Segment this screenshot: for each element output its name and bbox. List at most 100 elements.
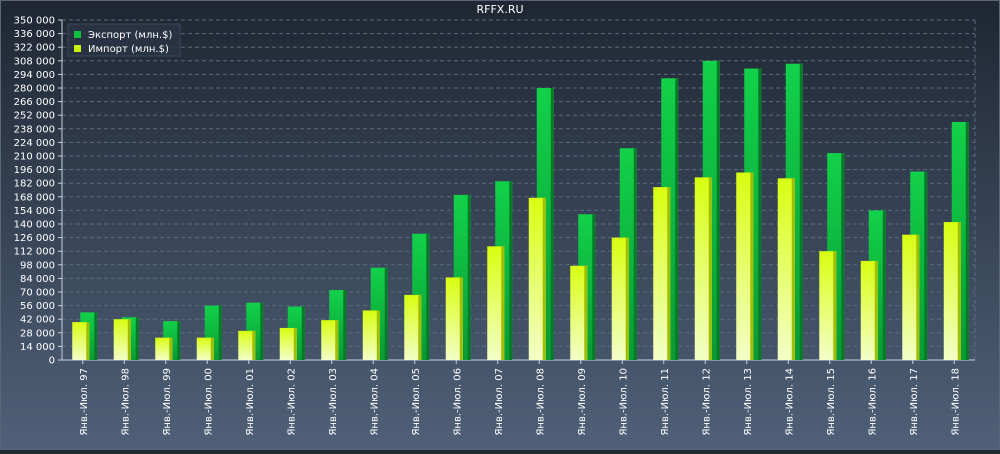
bar-export-shade <box>758 68 762 361</box>
bar-import <box>113 319 131 360</box>
legend-label: Импорт (млн.$) <box>88 44 169 55</box>
bar-import <box>736 172 754 360</box>
bar-export-shade <box>550 88 554 360</box>
bar-import-shade <box>874 260 878 360</box>
x-tick-label: Янв.-Июл. 03 <box>328 368 339 436</box>
bar-import <box>279 327 297 360</box>
bar-export-shade <box>260 302 264 360</box>
bar-import <box>238 330 256 360</box>
bar-import <box>528 197 546 360</box>
y-tick-label: 0 <box>49 356 55 367</box>
bar-import <box>362 310 380 360</box>
x-tick-label: Янв.-Июл. 18 <box>950 368 961 436</box>
bar-import-shade <box>833 251 837 360</box>
bar-import <box>404 294 422 360</box>
y-tick-label: 308 000 <box>14 56 55 67</box>
bar-import-shade <box>293 327 297 360</box>
x-tick-label: Янв.-Июл. 16 <box>867 368 878 436</box>
bar-import-shade <box>584 265 588 360</box>
y-tick-label: 280 000 <box>14 84 55 95</box>
bar-import-shade <box>750 172 754 360</box>
bar-export-shade <box>924 171 928 360</box>
bar-import-shade <box>625 237 629 360</box>
x-tick-label: Янв.-Июл. 10 <box>618 368 629 436</box>
x-tick-label: Янв.-Июл. 02 <box>286 368 297 436</box>
y-tick-label: 56 000 <box>20 301 55 312</box>
y-tick-label: 196 000 <box>14 165 55 176</box>
bar-import-shade <box>791 178 795 360</box>
x-tick-label: Янв.-Июл. 13 <box>743 368 754 436</box>
bar-import <box>570 265 588 360</box>
bar-import-shade <box>335 320 339 360</box>
legend-swatch <box>74 45 81 52</box>
x-tick-label: Янв.-Июл. 09 <box>577 368 588 436</box>
y-tick-label: 98 000 <box>20 260 55 271</box>
bar-export-shade <box>882 210 886 360</box>
bar-import-shade <box>501 246 505 360</box>
y-tick-label: 182 000 <box>14 179 55 190</box>
bar-import-shade <box>169 337 173 360</box>
bar-import-shade <box>916 234 920 360</box>
bar-import <box>445 277 463 360</box>
bar-import-shade <box>957 222 961 360</box>
x-tick-label: Янв.-Июл. 01 <box>245 368 256 436</box>
bar-import <box>902 234 920 360</box>
y-tick-label: 126 000 <box>14 233 55 244</box>
x-tick-label: Янв.-Июл. 12 <box>701 368 712 436</box>
bar-import-shade <box>459 277 463 360</box>
bar-import-shade <box>667 187 671 360</box>
y-tick-label: 168 000 <box>14 192 55 203</box>
y-tick-label: 42 000 <box>20 315 55 326</box>
bar-import <box>72 322 90 360</box>
y-tick-label: 238 000 <box>14 124 55 135</box>
x-tick-label: Янв.-Июл. 14 <box>784 368 795 436</box>
bar-import <box>943 222 961 360</box>
y-tick-label: 294 000 <box>14 70 55 81</box>
bar-import <box>777 178 795 360</box>
x-tick-label: Янв.-Июл. 99 <box>162 368 173 436</box>
bar-export-shade <box>426 233 430 360</box>
bar-export-shade <box>343 290 347 360</box>
bar-import <box>155 337 173 360</box>
bar-import-shade <box>86 322 90 360</box>
bar-import <box>321 320 339 360</box>
bar-import-shade <box>708 177 712 360</box>
bar-import-shade <box>376 310 380 360</box>
y-tick-label: 154 000 <box>14 206 55 217</box>
bar-export-shade <box>218 305 222 360</box>
bar-export-shade <box>965 122 969 360</box>
y-tick-label: 140 000 <box>14 220 55 231</box>
y-tick-label: 14 000 <box>20 342 55 353</box>
bar-export-shade <box>177 321 181 360</box>
bar-import-shade <box>210 337 214 360</box>
bar-export-shade <box>841 153 845 360</box>
y-tick-label: 322 000 <box>14 43 55 54</box>
x-tick-label: Янв.-Июл. 17 <box>909 368 920 436</box>
x-tick-label: Янв.-Июл. 05 <box>411 368 422 436</box>
y-tick-label: 70 000 <box>20 288 55 299</box>
chart-title: RFFX.RU <box>476 3 523 16</box>
bar-export-shade <box>509 181 513 360</box>
bar-export-shade <box>467 194 471 360</box>
x-tick-label: Янв.-Июл. 07 <box>494 368 505 436</box>
x-tick-label: Янв.-Июл. 98 <box>120 368 131 436</box>
bar-export-shade <box>301 306 305 360</box>
bar-export-shade <box>799 63 803 360</box>
bar-import-shade <box>542 197 546 360</box>
y-tick-label: 210 000 <box>14 152 55 163</box>
bar-export-shade <box>94 312 98 360</box>
x-tick-label: Янв.-Июл. 04 <box>369 368 380 436</box>
bar-export-shade <box>633 148 637 360</box>
bar-import <box>860 260 878 360</box>
y-tick-label: 350 000 <box>14 16 55 27</box>
bar-export-shade <box>716 60 720 361</box>
x-tick-label: Янв.-Июл. 06 <box>452 368 463 436</box>
legend-swatch <box>74 31 81 38</box>
bar-import <box>196 337 214 360</box>
bar-export-shade <box>135 317 139 360</box>
y-tick-label: 252 000 <box>14 111 55 122</box>
y-tick-label: 112 000 <box>14 247 55 258</box>
bar-export-shade <box>675 78 679 361</box>
